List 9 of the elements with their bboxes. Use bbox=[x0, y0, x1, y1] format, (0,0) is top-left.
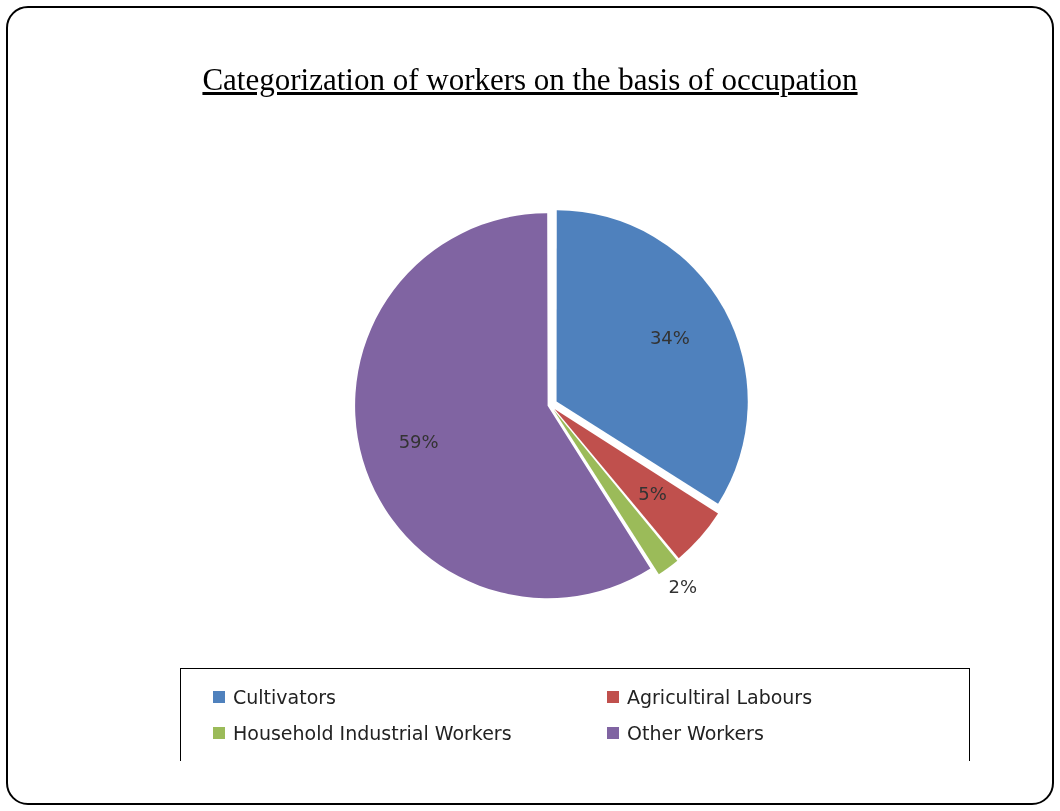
legend-label: Agricultiral Labours bbox=[627, 686, 813, 708]
data-label: 2% bbox=[668, 575, 698, 597]
legend-label: Household Industrial Workers bbox=[233, 722, 512, 744]
legend-label: Other Workers bbox=[627, 722, 764, 744]
data-label: 59% bbox=[398, 430, 439, 452]
legend-label: Cultivators bbox=[233, 686, 336, 708]
data-label: 5% bbox=[638, 483, 667, 505]
data-label: 34% bbox=[649, 326, 690, 348]
chart-title: Categorization of workers on the basis of occupation bbox=[201, 62, 859, 98]
